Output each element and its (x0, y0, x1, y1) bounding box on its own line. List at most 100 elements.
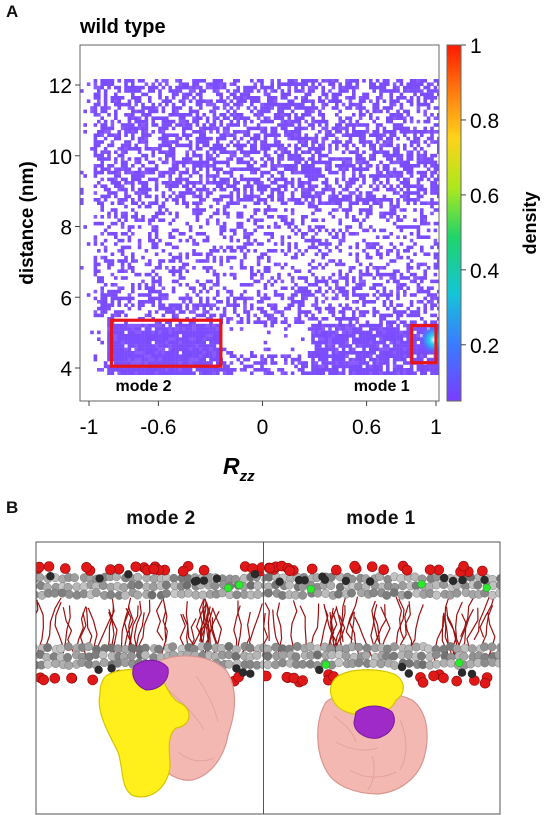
heatmap-cell (409, 259, 414, 263)
heatmap-cell (406, 368, 410, 372)
heatmap-cell (352, 364, 356, 369)
heatmap-cell (195, 215, 200, 219)
heatmap-cell (396, 177, 400, 182)
heatmap-cell (399, 194, 404, 199)
heatmap-cell (175, 167, 179, 171)
heatmap-cell (267, 317, 271, 321)
heatmap-cell (273, 96, 278, 100)
heatmap-cell (365, 164, 370, 168)
heatmap-cell (362, 357, 366, 362)
heatmap-cell (124, 245, 128, 250)
heatmap-cell (168, 323, 172, 328)
heatmap-cell (188, 357, 193, 362)
heatmap-cell (137, 347, 142, 352)
heatmap-cell (137, 306, 142, 311)
heatmap-cell (158, 357, 162, 362)
heatmap-cell (131, 181, 135, 185)
heatmap-cell (199, 327, 203, 331)
heatmap-cell (335, 164, 339, 168)
heatmap-cell (233, 276, 237, 280)
heatmap-cell (97, 269, 101, 273)
heatmap-cell (212, 283, 217, 287)
heatmap-cell (304, 187, 308, 192)
heatmap-cell (369, 242, 373, 246)
heatmap-cell (433, 85, 438, 90)
heatmap-cell (409, 174, 414, 178)
heatmap-cell (114, 177, 118, 182)
heatmap-cell (239, 327, 244, 331)
heatmap-cell (379, 357, 383, 362)
heatmap-cell (226, 177, 230, 182)
heatmap-cell (124, 143, 128, 148)
heatmap-cell (168, 259, 172, 263)
heatmap-cell (195, 208, 200, 212)
heatmap-cell (148, 201, 152, 205)
heatmap-cell (341, 167, 346, 171)
heatmap-cell (243, 177, 247, 182)
heatmap-cell (205, 181, 210, 185)
heatmap-cell (297, 130, 302, 134)
heatmap-cell (144, 113, 149, 117)
heatmap-cell (437, 296, 439, 301)
heatmap-cell (273, 262, 278, 267)
heatmap-cell (379, 323, 383, 328)
heatmap-cell (392, 130, 397, 134)
heatmap-cell (379, 313, 383, 318)
heatmap-cell (202, 283, 206, 287)
heatmap-cell (348, 364, 353, 369)
heatmap-cell (416, 232, 421, 236)
lipid-bead-gray (261, 575, 263, 583)
heatmap-cell (335, 143, 339, 148)
heatmap-cell (348, 79, 353, 83)
heatmap-cell (144, 300, 149, 304)
heatmap-cell (426, 85, 431, 90)
heatmap-cell (171, 191, 176, 195)
heatmap-cell (372, 327, 376, 331)
heatmap-cell (382, 347, 387, 352)
heatmap-cell (307, 238, 312, 243)
heatmap-cell (287, 181, 291, 185)
heatmap-cell (154, 116, 159, 120)
heatmap-cell (103, 303, 108, 307)
heatmap-cell (324, 252, 329, 256)
heatmap-cell (362, 160, 366, 165)
heatmap-cell (154, 106, 159, 110)
heatmap-cell (335, 106, 339, 110)
heatmap-cell (277, 170, 281, 175)
heatmap-cell (219, 177, 223, 182)
heatmap-cell (93, 82, 98, 86)
heatmap-cell (199, 133, 203, 137)
heatmap-cell (250, 89, 254, 93)
heatmap-cell (328, 130, 332, 134)
heatmap-cell (406, 130, 410, 134)
heatmap-cell (280, 153, 285, 158)
heatmap-cell (403, 357, 407, 362)
heatmap-cell (409, 140, 414, 144)
heatmap-cell (437, 242, 439, 246)
heatmap-cell (379, 160, 383, 165)
heatmap-cell (328, 211, 332, 216)
heatmap-cell (216, 116, 220, 120)
heatmap-cell (127, 327, 132, 331)
heatmap-cell (409, 245, 414, 250)
heatmap-cell (358, 130, 363, 134)
heatmap-cell (188, 334, 193, 338)
heatmap-cell (355, 147, 359, 151)
heatmap-cell (233, 89, 237, 93)
heatmap-cell (202, 323, 206, 328)
heatmap-cell (355, 283, 359, 287)
heatmap-cell (287, 157, 291, 161)
heatmap-cell (216, 293, 220, 297)
heatmap-cell (168, 340, 172, 345)
heatmap-cell (260, 184, 264, 188)
heatmap-cell (426, 157, 431, 161)
heatmap-cell (93, 198, 98, 202)
heatmap-cell (178, 283, 183, 287)
heatmap-cell (273, 221, 278, 226)
heatmap-cell (107, 262, 111, 267)
heatmap-cell (222, 170, 227, 175)
heatmap-cell (328, 150, 332, 154)
heatmap-cell (294, 96, 298, 100)
heatmap-cell (192, 337, 196, 341)
heatmap-cell (345, 133, 349, 137)
